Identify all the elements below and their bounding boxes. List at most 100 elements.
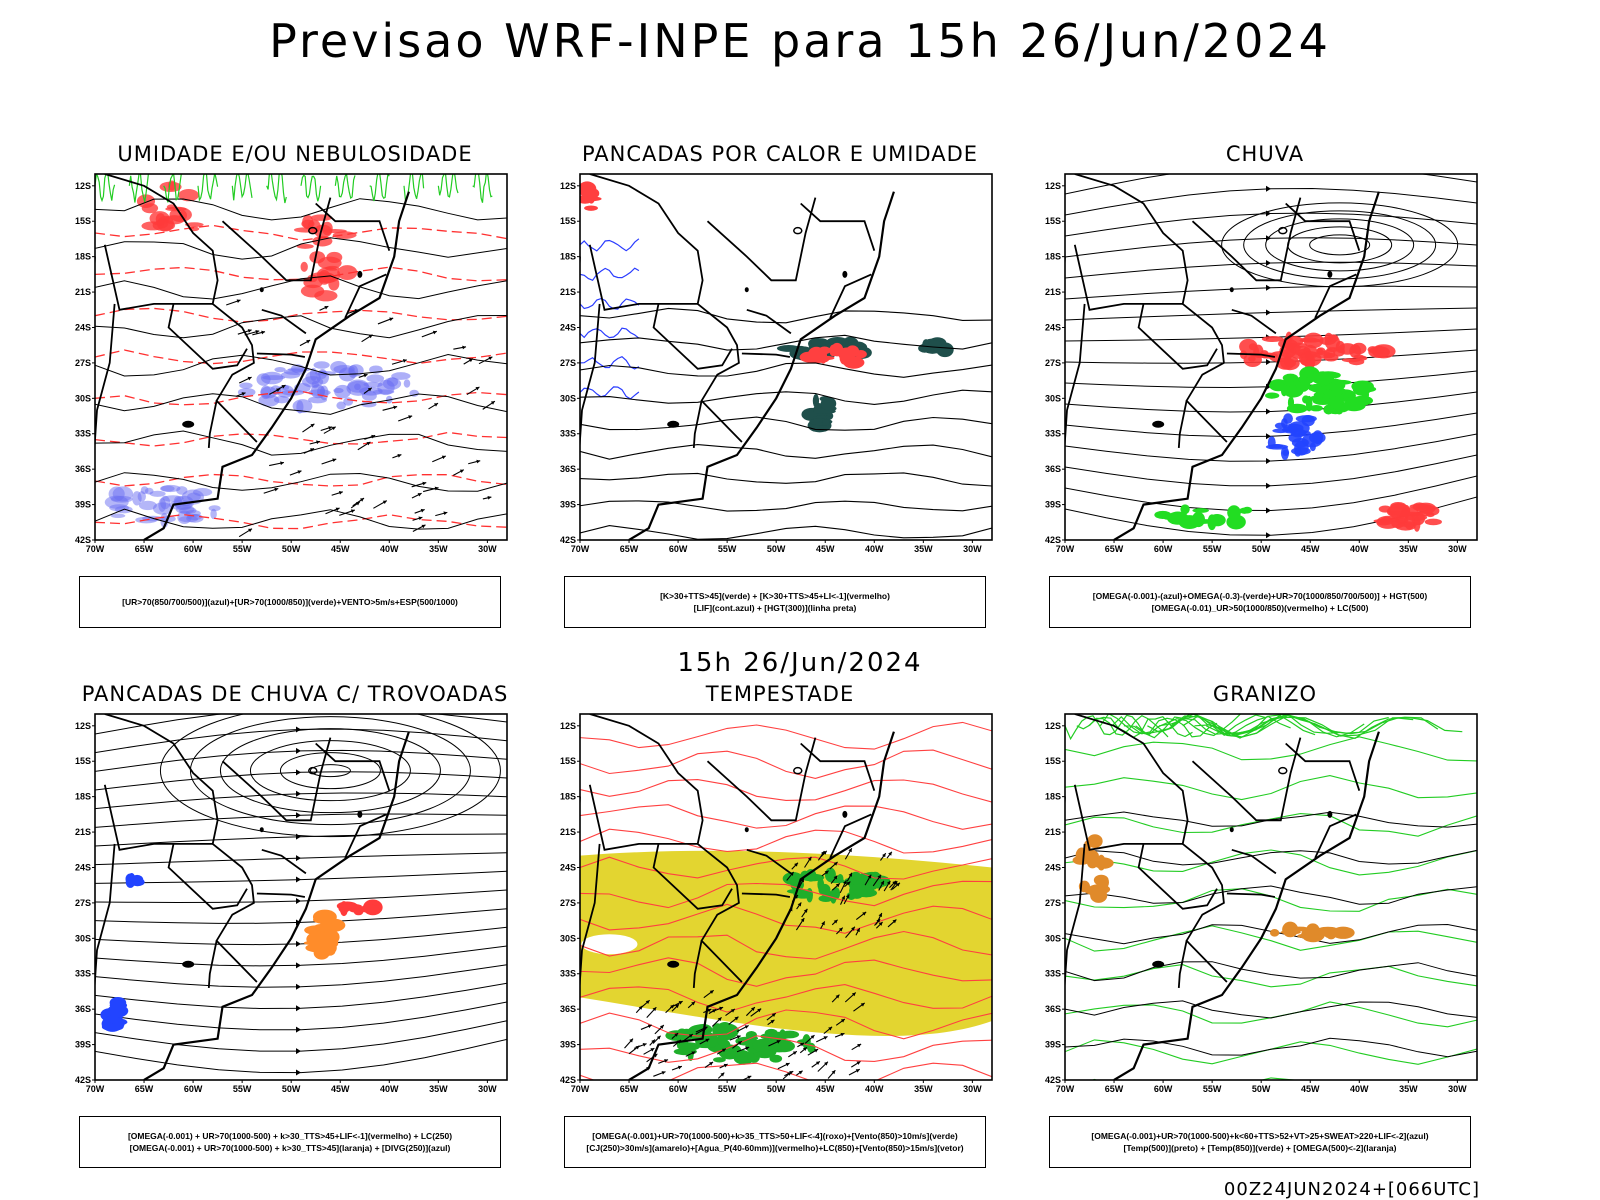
- thickness-red: [326, 251, 343, 263]
- border-line: [589, 714, 743, 983]
- map-frame: [579, 713, 993, 1081]
- humidity-area-blue: [313, 361, 330, 369]
- wind-vector: [420, 508, 425, 513]
- lat-tick-label: 21S: [560, 827, 576, 837]
- streamline-arrow: [296, 1026, 301, 1033]
- wind-vector: [721, 1048, 726, 1053]
- lat-tick-label: 27S: [560, 898, 576, 908]
- border-line: [652, 843, 733, 910]
- wind-vector: [736, 1035, 741, 1039]
- temp850-contour: [1123, 714, 1267, 739]
- streamline: [1065, 237, 1477, 258]
- lat-tick-label: 18S: [1045, 792, 1061, 802]
- humidity-contour-green: [128, 174, 149, 203]
- streamline: [1065, 285, 1477, 300]
- lake-marker: [259, 287, 264, 293]
- streamline: [95, 926, 507, 946]
- streamline-red: [580, 779, 992, 803]
- lon-tick-label: 55W: [1203, 544, 1222, 554]
- wind-vector: [876, 918, 881, 923]
- streamline-red: [580, 804, 992, 830]
- lake-marker: [793, 766, 803, 775]
- omega-area-orange: [1282, 921, 1299, 938]
- wind-vector: [490, 401, 495, 405]
- streamline: [95, 1038, 507, 1074]
- humidity-area-blue: [112, 486, 134, 502]
- lat-tick-label: 42S: [1045, 535, 1061, 545]
- lake-marker: [182, 960, 195, 968]
- rain-area-red: [1280, 356, 1300, 371]
- wind-vector: [824, 1061, 828, 1066]
- wind-vector: [629, 1038, 633, 1043]
- instability-area-green: [928, 340, 942, 351]
- rain-area-red: [1387, 503, 1410, 519]
- lon-tick-label: 30W: [1448, 1084, 1467, 1094]
- map-layers: [1065, 714, 1477, 1080]
- lat-tick-label: 39S: [1045, 1040, 1061, 1050]
- streamline: [95, 870, 507, 884]
- wind-vector: [856, 928, 860, 933]
- streamline-arrow: [296, 790, 301, 797]
- wind-vector: [833, 875, 838, 880]
- wind-vector: [734, 1016, 739, 1021]
- jet-gap: [581, 934, 638, 955]
- lake-marker: [842, 270, 848, 278]
- border-line: [741, 352, 791, 358]
- streamline: [95, 833, 507, 847]
- temp500-contour: [1065, 961, 1477, 982]
- thickness-contour: [95, 473, 507, 487]
- lat-tick-label: 12S: [75, 181, 91, 191]
- lon-tick-label: 40W: [1350, 1084, 1369, 1094]
- border-line: [103, 244, 174, 311]
- humidity-contour-green: [472, 174, 493, 203]
- lon-tick-label: 35W: [1399, 1084, 1418, 1094]
- border-line: [344, 813, 387, 859]
- border-line: [1285, 202, 1361, 251]
- lake-marker: [667, 960, 680, 968]
- coastline: [1113, 731, 1380, 1080]
- panel-granizo: GRANIZO 12S 15S 18S 21S 24S 27S 30S 33S 36S 39S 42…: [1025, 682, 1505, 1168]
- wind-vector: [236, 299, 241, 303]
- wind-vector: [661, 1071, 666, 1075]
- border-line: [580, 303, 601, 453]
- height-contour: [580, 362, 992, 378]
- border-line: [256, 352, 306, 358]
- wind-vector: [363, 373, 368, 378]
- panel-legend: [K>30+TTS>45](verde) + [K>30+TTS>45+LI<-…: [564, 576, 986, 628]
- border-line: [746, 308, 792, 335]
- border-line: [1065, 843, 1086, 993]
- coastline: [628, 191, 895, 540]
- humidity-area-blue: [210, 508, 217, 520]
- wind-area-green: [779, 1029, 786, 1041]
- border-line: [588, 244, 659, 311]
- border-line: [829, 273, 872, 319]
- panel-chuva: CHUVA 12S 15S 18S 21S 24S 27S 30S 33S 36S 39S 42S 7…: [1025, 142, 1505, 628]
- thickness-contour: [95, 349, 507, 365]
- wind-vector: [281, 385, 286, 389]
- humidity-area-blue: [109, 504, 129, 512]
- wind-vector: [719, 1006, 724, 1011]
- streamline: [95, 749, 507, 772]
- height-contour: [1309, 234, 1371, 256]
- lon-tick-label: 70W: [1056, 1084, 1075, 1094]
- rain-area-red: [1285, 345, 1294, 358]
- thickness-red: [296, 243, 314, 249]
- rain-area-blue: [1283, 413, 1293, 424]
- rain-area-red: [1248, 356, 1256, 362]
- instability-area-red: [584, 205, 598, 211]
- rain-area-red: [1314, 350, 1332, 359]
- map-frame: [94, 713, 508, 1081]
- panel-title: CHUVA: [1225, 142, 1305, 166]
- wind-vector: [860, 1002, 865, 1007]
- legend-line: [K>30+TTS>45](verde) + [K>30+TTS>45+LI<-…: [660, 591, 890, 601]
- humidity-area-blue: [296, 400, 304, 414]
- border-line: [315, 742, 391, 791]
- wind-vector: [338, 491, 343, 495]
- rain-area-red: [1335, 340, 1345, 353]
- omega-area-orange: [1075, 847, 1088, 864]
- lon-tick-label: 35W: [429, 1084, 448, 1094]
- lat-tick-label: 42S: [560, 1075, 576, 1085]
- map-frame: [579, 173, 993, 541]
- wind-vector: [247, 329, 252, 333]
